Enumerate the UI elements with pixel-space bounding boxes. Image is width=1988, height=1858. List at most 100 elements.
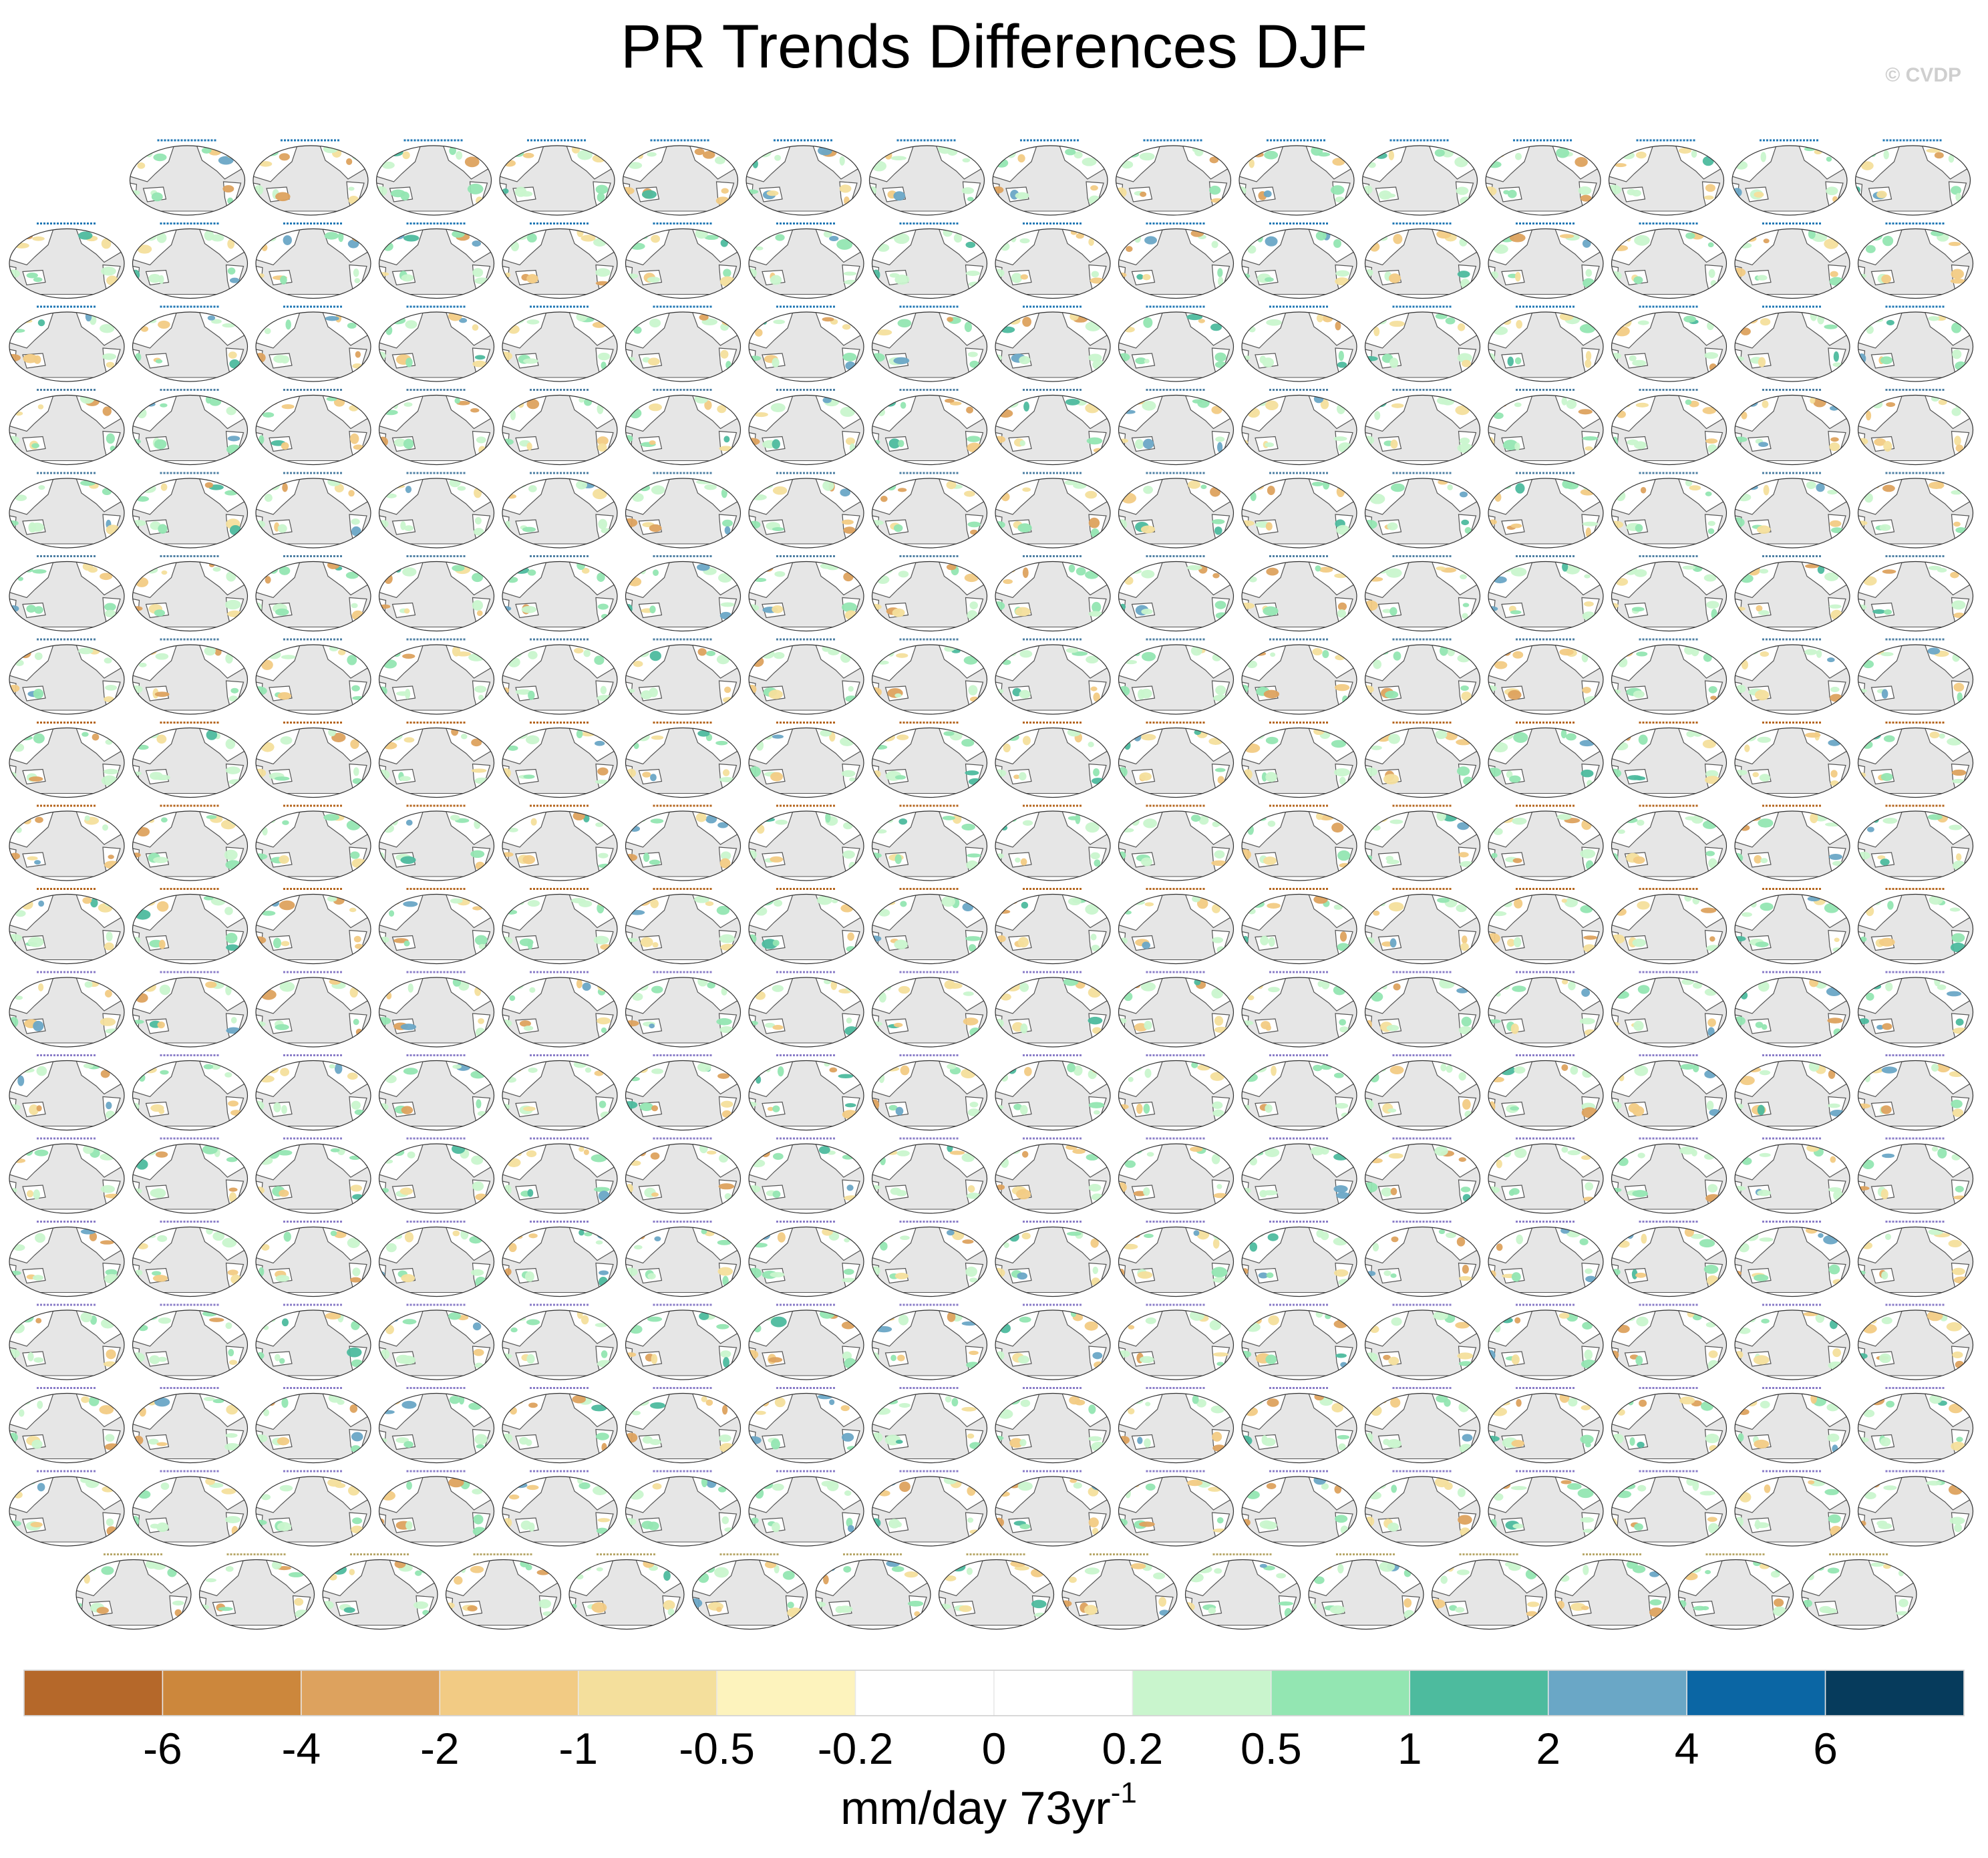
map-panel (1241, 1470, 1357, 1547)
map-panel (1488, 1054, 1604, 1131)
map-panel (1061, 1553, 1178, 1630)
map-panel (625, 1221, 741, 1297)
map-panel (378, 222, 495, 299)
map-panel (1857, 971, 1974, 1048)
colorbar-box (1824, 1670, 1965, 1716)
map-panel (1241, 638, 1357, 715)
colorbar-box (439, 1670, 579, 1716)
map-panel (1734, 804, 1850, 881)
colorbar-box (23, 1670, 164, 1716)
map-panel (871, 971, 988, 1048)
map-panel (1488, 305, 1604, 382)
map-panel (1241, 722, 1357, 798)
map-panel (1801, 1553, 1917, 1630)
map-panel (1364, 472, 1481, 549)
map-panel (748, 971, 864, 1048)
map-panel (1734, 1054, 1850, 1131)
map-panel (871, 638, 988, 715)
colorbar-box (162, 1670, 302, 1716)
map-panel (995, 1470, 1111, 1547)
colorbar-box (1271, 1670, 1411, 1716)
map-panel (1241, 1054, 1357, 1131)
map-panel (1857, 888, 1974, 965)
map-panel (502, 1303, 618, 1380)
colorbar-box (1409, 1670, 1549, 1716)
colorbar-box (301, 1670, 441, 1716)
map-panel (871, 1221, 988, 1297)
colorbar-tick-labels: -6 -4 -2 -1 -0.5 -0.2 0 0.2 0.5 1 2 4 6 (143, 1724, 1838, 1773)
map-panel (995, 389, 1111, 466)
map-panel (625, 472, 741, 549)
map-panel (255, 1470, 371, 1547)
map-panel (1857, 638, 1974, 715)
map-panel (1488, 555, 1604, 632)
map-panel (502, 1137, 618, 1214)
figure-title: PR Trends Differences DJF (620, 13, 1367, 81)
map-panel (1857, 472, 1974, 549)
map-panel (132, 555, 248, 632)
map-panel (1488, 804, 1604, 881)
map-panel (502, 888, 618, 965)
map-panel (1734, 971, 1850, 1048)
map-panel (375, 139, 492, 216)
map-panel (1364, 1387, 1481, 1464)
map-panel (1857, 222, 1974, 299)
map-panel (1611, 1303, 1727, 1380)
map-panel (132, 1221, 248, 1297)
colorbar-box (1547, 1670, 1687, 1716)
map-panel (1184, 1553, 1301, 1630)
map-panel (9, 305, 125, 382)
map-panel (9, 1221, 125, 1297)
colorbar-tick-label: -6 (143, 1724, 182, 1773)
map-panel (938, 1553, 1055, 1630)
colorbar-box (716, 1670, 856, 1716)
map-panel (378, 305, 495, 382)
map-panel (995, 804, 1111, 881)
map-panel (1488, 389, 1604, 466)
map-panel (625, 389, 741, 466)
map-panel (378, 1470, 495, 1547)
map-panel (9, 804, 125, 881)
colorbar-tick-label: 0.2 (1102, 1724, 1164, 1773)
map-panel (1115, 139, 1232, 216)
colorbar-box (1686, 1670, 1826, 1716)
map-panel (1364, 1137, 1481, 1214)
map-panel (748, 1387, 864, 1464)
colorbar-tick-label: 2 (1536, 1724, 1560, 1773)
map-panel (1731, 139, 1848, 216)
map-panel (995, 472, 1111, 549)
colorbar-box (854, 1670, 995, 1716)
map-panel (255, 472, 371, 549)
map-panel (1364, 1470, 1481, 1547)
map-panel (1364, 1054, 1481, 1131)
map-panel (1364, 638, 1481, 715)
map-panel (1611, 1054, 1727, 1131)
map-panel (871, 222, 988, 299)
map-panel (748, 638, 864, 715)
map-panel (9, 1387, 125, 1464)
map-panel (1118, 1470, 1234, 1547)
map-panel (502, 1470, 618, 1547)
map-panel (625, 305, 741, 382)
colorbar-tick-label: 4 (1675, 1724, 1699, 1773)
colorbar-tick-label: 0 (982, 1724, 1007, 1773)
map-panel (378, 1303, 495, 1380)
map-panel (1857, 1387, 1974, 1464)
colorbar-box (577, 1670, 717, 1716)
colorbar-tick-label: -4 (282, 1724, 321, 1773)
map-panel (9, 638, 125, 715)
map-panel (378, 1221, 495, 1297)
map-panel (255, 722, 371, 798)
colorbar-tick-label: 0.5 (1240, 1724, 1302, 1773)
map-panel (625, 1387, 741, 1464)
map-panel (995, 1387, 1111, 1464)
map-panel (1364, 389, 1481, 466)
map-panel (1364, 888, 1481, 965)
map-panel (502, 472, 618, 549)
map-panel (1241, 804, 1357, 881)
map-panel (1857, 1303, 1974, 1380)
colorbar-units-label: mm/day 73yr-1 (840, 1776, 1137, 1834)
map-panel (1118, 638, 1234, 715)
map-panel (1488, 1470, 1604, 1547)
